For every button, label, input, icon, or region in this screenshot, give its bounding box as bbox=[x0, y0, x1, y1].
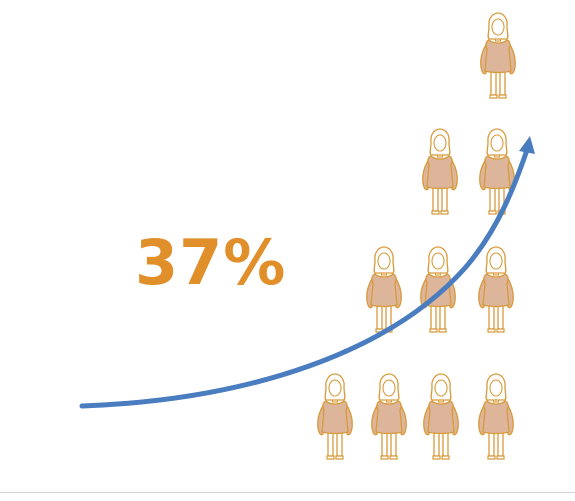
woman-figure-icon bbox=[422, 128, 458, 215]
woman-figure-icon bbox=[480, 12, 516, 99]
bottom-divider bbox=[0, 492, 575, 493]
woman-figure-icon bbox=[366, 246, 402, 333]
woman-figure-icon bbox=[423, 373, 459, 460]
growth-arrow-icon bbox=[79, 136, 535, 409]
percentage-stat: 37% bbox=[135, 226, 287, 299]
woman-figure-icon bbox=[478, 246, 514, 333]
woman-figure-icon bbox=[420, 246, 456, 333]
woman-figure-icon bbox=[478, 373, 514, 460]
woman-figure-icon bbox=[317, 373, 353, 460]
woman-figure-icon bbox=[371, 373, 407, 460]
